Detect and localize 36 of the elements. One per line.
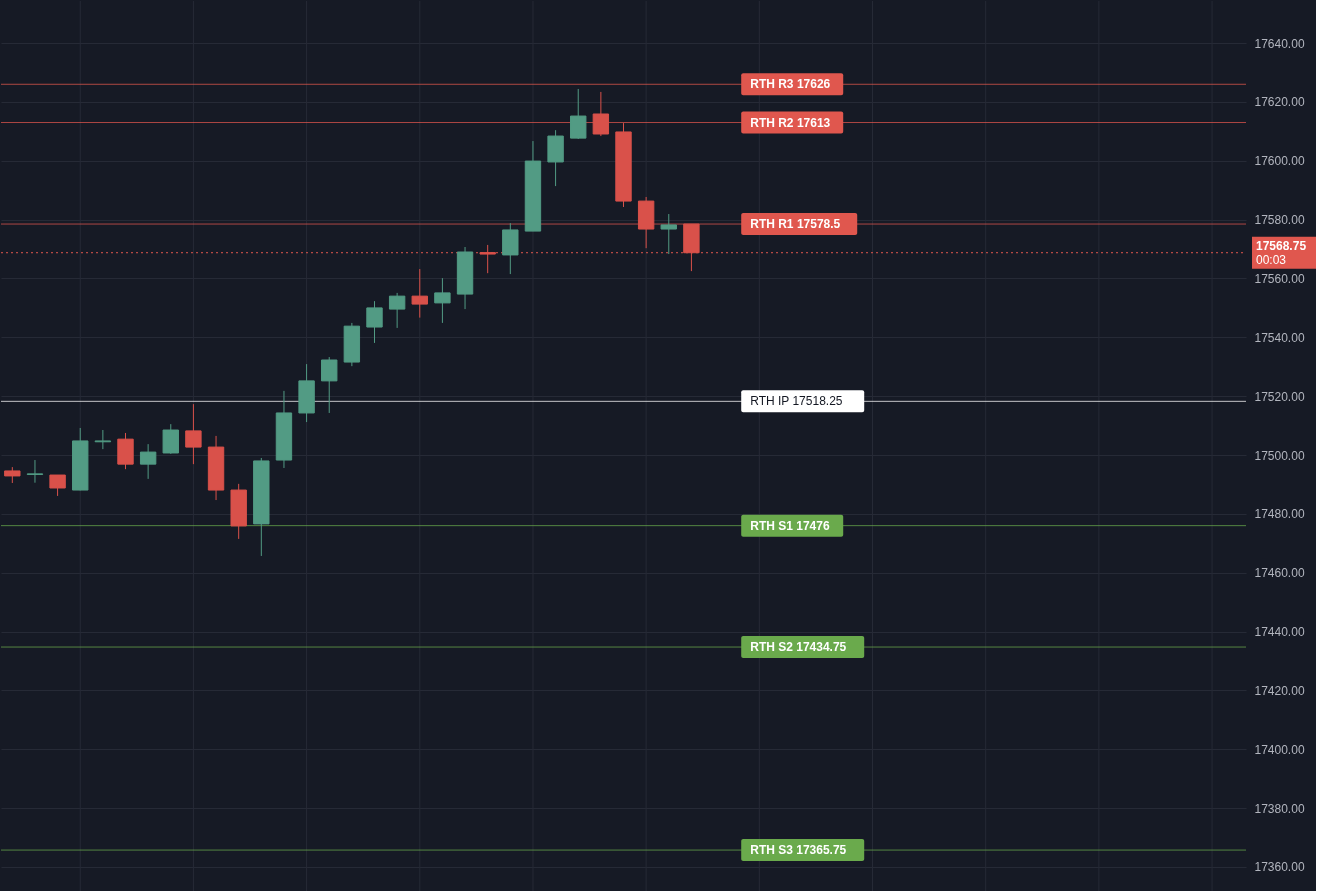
- y-tick-label: 17420.00: [1254, 683, 1305, 698]
- candlestick: [94, 429, 112, 450]
- y-tick-label: 17620.00: [1254, 95, 1305, 110]
- y-tick-label: 17360.00: [1254, 860, 1305, 875]
- y-tick-label: 17580.00: [1254, 213, 1305, 228]
- y-tick-label: 17480.00: [1254, 507, 1305, 522]
- candlestick: [49, 474, 66, 497]
- y-tick-label: 17520.00: [1254, 389, 1305, 404]
- candlestick: [411, 268, 428, 319]
- y-tick-label: 17600.00: [1254, 154, 1305, 169]
- ref-line-label: RTH IP 17518.25: [750, 394, 843, 409]
- candlestick: [26, 459, 44, 484]
- candlestick: [162, 423, 179, 455]
- y-tick-label: 17560.00: [1254, 271, 1305, 286]
- candlestick: [321, 356, 338, 414]
- y-tick-label: 17540.00: [1254, 330, 1305, 345]
- candlestick: [388, 292, 406, 329]
- y-tick-label: 17440.00: [1254, 625, 1305, 640]
- candlestick: [366, 300, 383, 344]
- ref-line-label: RTH S2 17434.75: [750, 640, 847, 655]
- y-tick-label: 17400.00: [1254, 742, 1305, 757]
- candlestick: [660, 213, 677, 255]
- ref-line-label: RTH R2 17613: [750, 115, 831, 130]
- ref-line-label: 17568.75 00:03: [1256, 238, 1307, 267]
- ref-line-label: RTH S3 17365.75: [750, 843, 847, 858]
- ref-line-label: RTH R1 17578.5: [750, 217, 841, 232]
- ref-line-label: RTH S1 17476: [750, 518, 830, 533]
- y-tick-label: 17460.00: [1254, 566, 1305, 581]
- candlestick: [185, 403, 202, 465]
- y-tick-label: 17500.00: [1254, 448, 1305, 463]
- candlestick: [570, 88, 587, 140]
- y-tick-label: 17640.00: [1254, 36, 1305, 51]
- candlestick: [434, 277, 451, 324]
- candlestick: [139, 443, 157, 480]
- ref-line-label: RTH R3 17626: [750, 77, 831, 92]
- y-tick-label: 17380.00: [1254, 801, 1305, 816]
